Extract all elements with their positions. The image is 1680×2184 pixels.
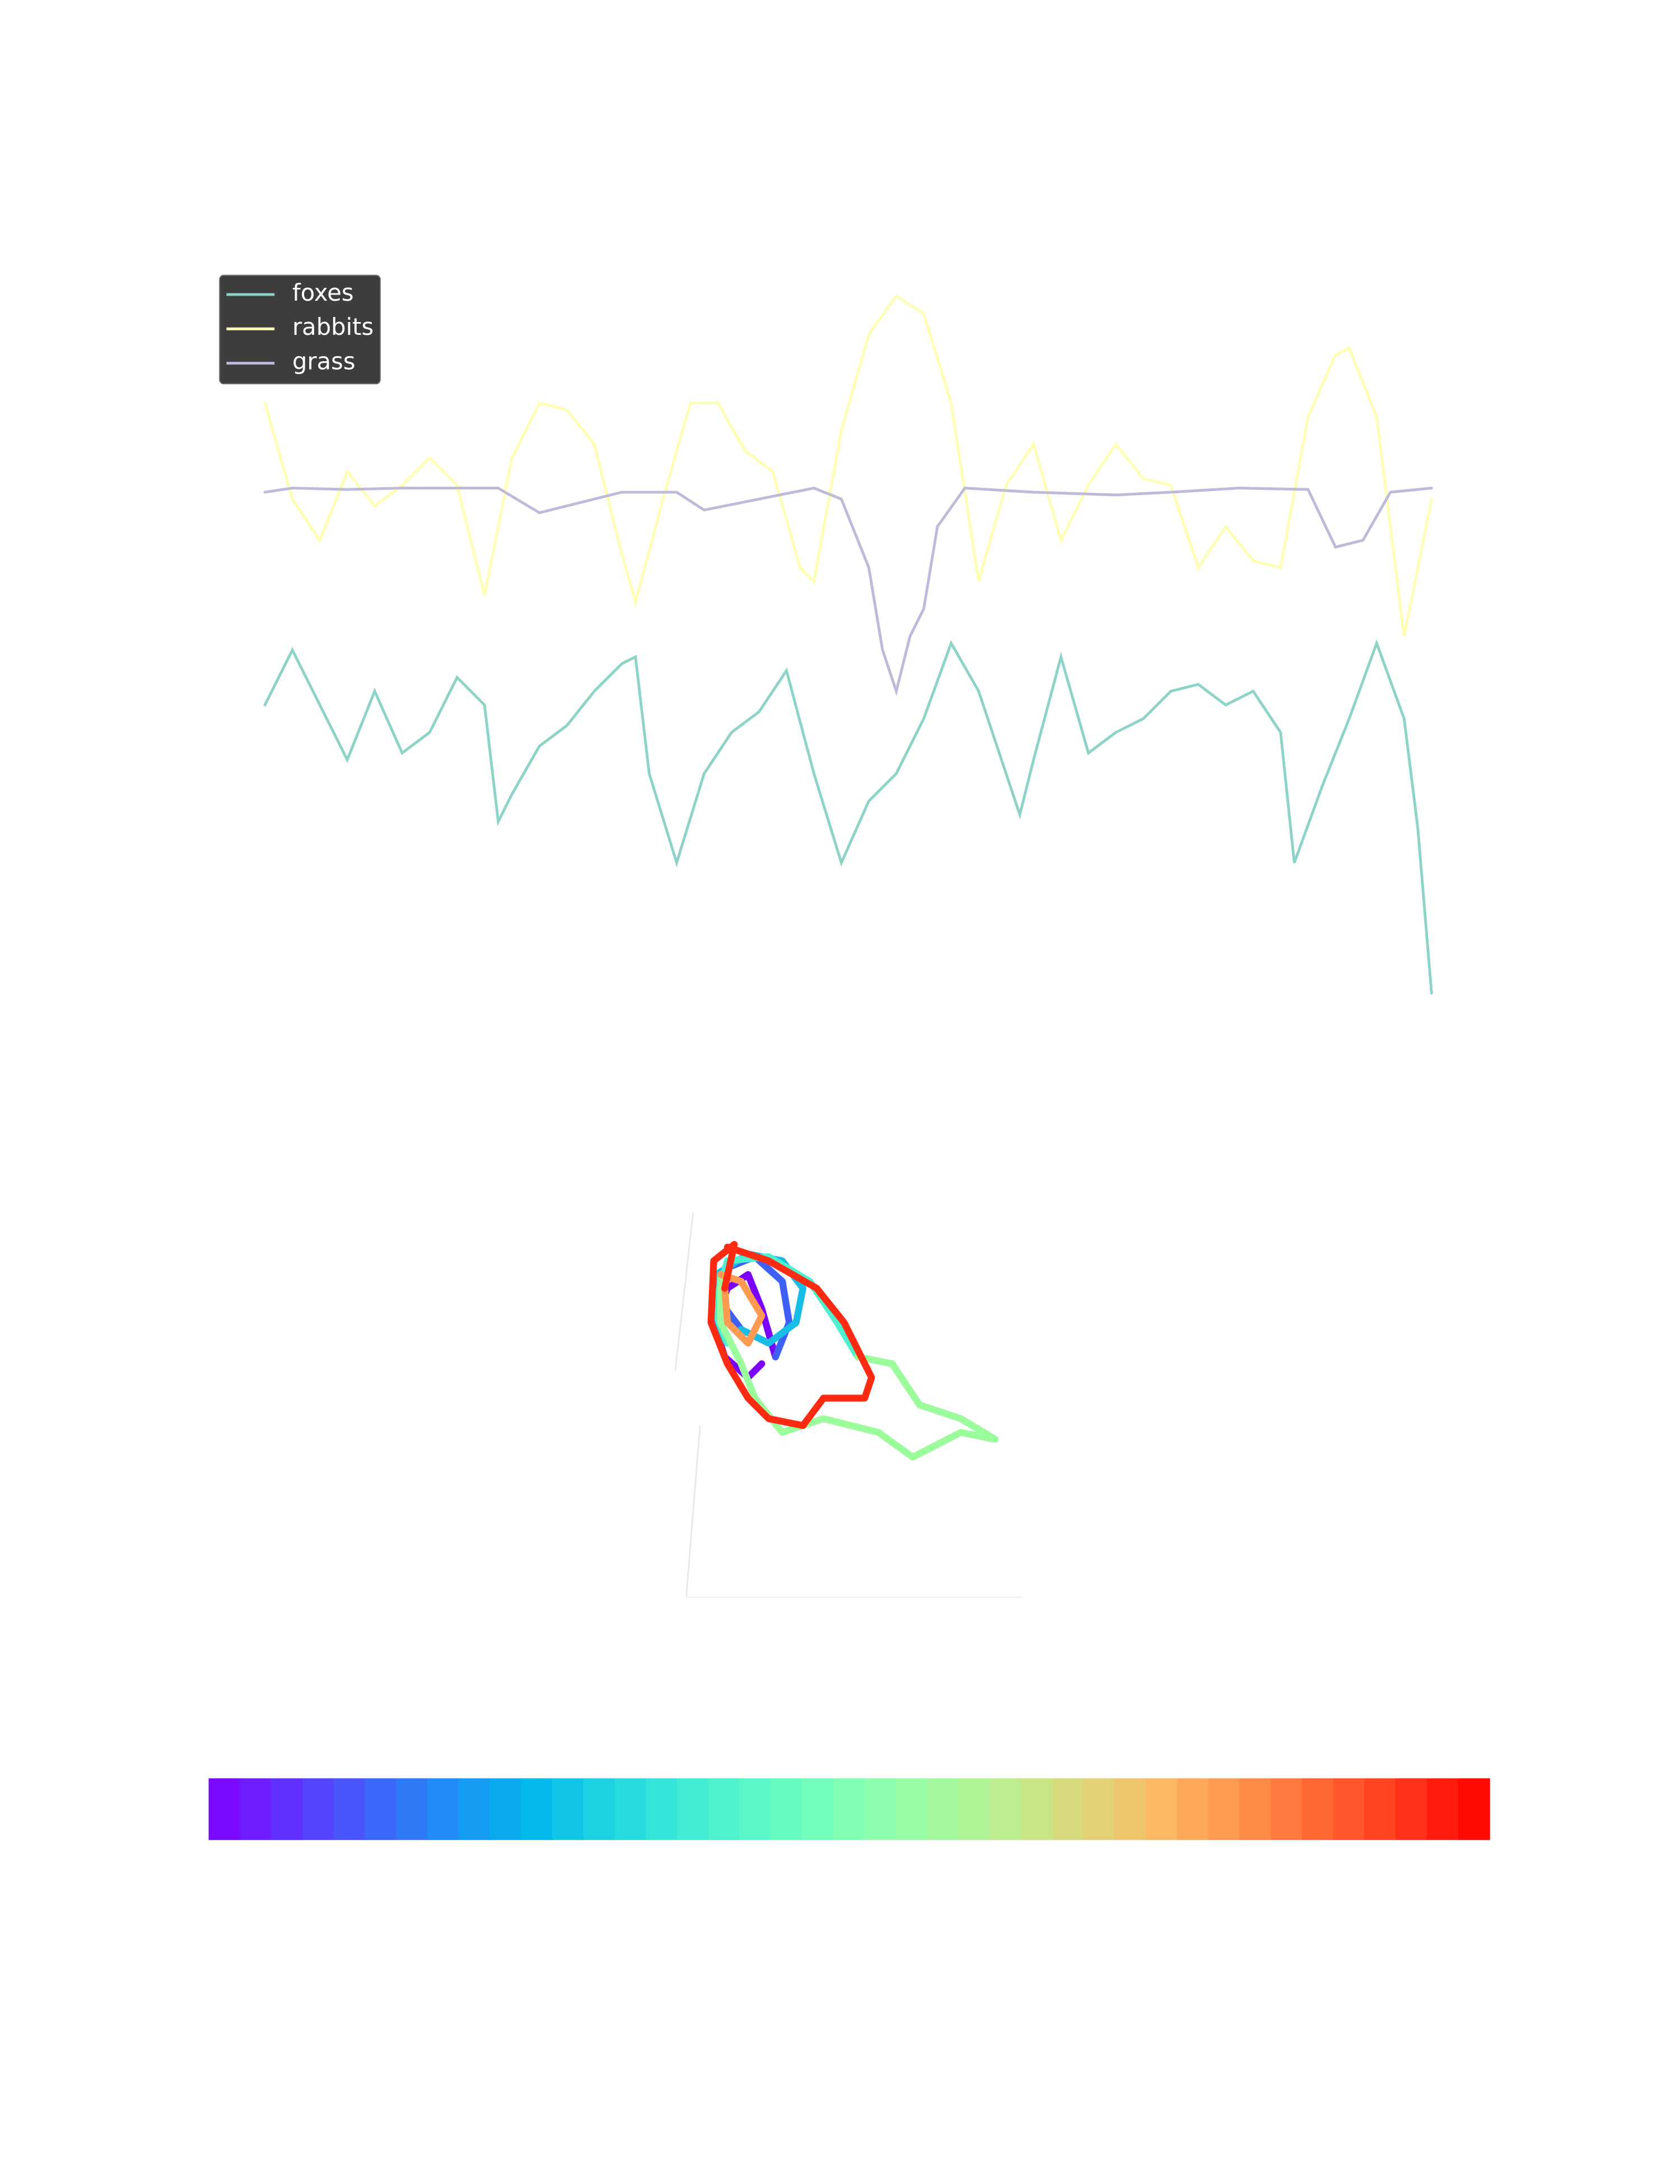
colorbar-cell	[614, 1778, 647, 1840]
colorbar-cell	[927, 1778, 959, 1840]
colorbar-cell	[1426, 1778, 1459, 1840]
series-line	[263, 487, 1433, 697]
colorbar-cell	[895, 1778, 928, 1840]
colorbar-cell	[489, 1778, 522, 1840]
series-line	[717, 1271, 999, 1461]
legend-label: rabbits	[292, 313, 374, 340]
colorbar-cell	[1177, 1778, 1209, 1840]
legend-label: foxes	[292, 279, 354, 306]
colorbar-cell	[646, 1778, 678, 1840]
colorbar-cell	[583, 1778, 616, 1840]
colorbar-cell	[333, 1778, 366, 1840]
colorbar-cell	[271, 1778, 304, 1840]
series-line	[717, 1271, 766, 1347]
colorbar-cell	[1145, 1778, 1178, 1840]
colorbar-cell	[208, 1778, 241, 1840]
colorbar-cell	[958, 1778, 991, 1840]
colorbar-cell	[521, 1778, 553, 1840]
colorbar-cell	[1208, 1778, 1240, 1840]
colorbar-cell	[1270, 1778, 1303, 1840]
colorbar-cell	[739, 1778, 772, 1840]
colorbar-cell	[302, 1778, 335, 1840]
colorbar-cell	[771, 1778, 803, 1840]
legend-box	[219, 274, 381, 385]
colorbar-cell	[989, 1778, 1022, 1840]
colorbar-cell	[240, 1778, 272, 1840]
axis-3d	[674, 1212, 694, 1371]
series-line	[263, 639, 1433, 995]
colorbar-cell	[1020, 1778, 1053, 1840]
axis-3d	[685, 1425, 701, 1598]
series-line	[707, 1240, 875, 1429]
colorbar-cell	[833, 1778, 866, 1840]
colorbar-cell	[1395, 1778, 1428, 1840]
colorbar-cell	[427, 1778, 460, 1840]
colorbar-cell	[1333, 1778, 1365, 1840]
colorbar-cell	[1364, 1778, 1397, 1840]
colorbar-cell	[552, 1778, 585, 1840]
colorbar-cell	[864, 1778, 897, 1840]
colorbar-cell	[1114, 1778, 1147, 1840]
colorbar-cell	[1083, 1778, 1116, 1840]
colorbar-cell	[365, 1778, 397, 1840]
colorbar-cell	[458, 1778, 491, 1840]
colorbar-cell	[708, 1778, 741, 1840]
colorbar-cell	[677, 1778, 710, 1840]
series-line	[263, 294, 1433, 637]
colorbar-cell	[1458, 1778, 1490, 1840]
colorbar-cell	[396, 1778, 428, 1840]
colorbar-cell	[802, 1778, 834, 1840]
colorbar-cell	[1052, 1778, 1084, 1840]
legend-label: grass	[292, 348, 356, 375]
colorbar-cell	[1301, 1778, 1334, 1840]
colorbar-cell	[1239, 1778, 1272, 1840]
